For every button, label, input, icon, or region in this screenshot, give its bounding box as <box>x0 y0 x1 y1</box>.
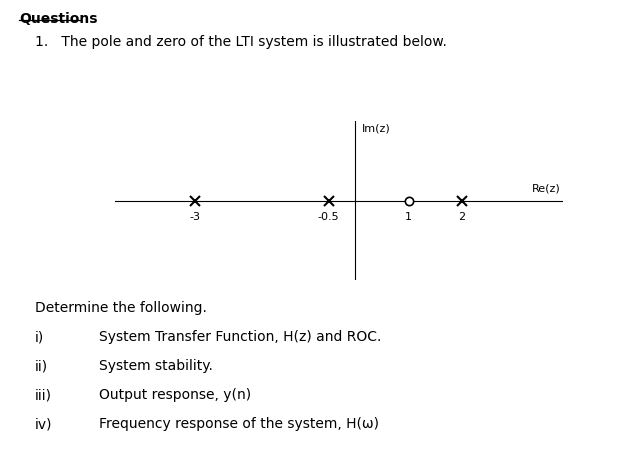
Text: System stability.: System stability. <box>99 359 213 373</box>
Text: -0.5: -0.5 <box>317 212 339 222</box>
Text: -3: -3 <box>189 212 201 222</box>
Text: iii): iii) <box>35 388 52 402</box>
Text: Re(z): Re(z) <box>532 184 561 194</box>
Text: Output response, y(n): Output response, y(n) <box>99 388 252 402</box>
Text: 1.   The pole and zero of the LTI system is illustrated below.: 1. The pole and zero of the LTI system i… <box>35 35 447 49</box>
Text: System Transfer Function, H(z) and ROC.: System Transfer Function, H(z) and ROC. <box>99 330 381 344</box>
Text: 1: 1 <box>405 212 412 222</box>
Text: Questions: Questions <box>19 12 98 26</box>
Text: ii): ii) <box>35 359 49 373</box>
Text: iv): iv) <box>35 417 52 431</box>
Text: Determine the following.: Determine the following. <box>35 301 207 315</box>
Text: 2: 2 <box>458 212 465 222</box>
Text: Im(z): Im(z) <box>362 124 390 134</box>
Text: Frequency response of the system, H(ω): Frequency response of the system, H(ω) <box>99 417 379 431</box>
Text: i): i) <box>35 330 44 344</box>
